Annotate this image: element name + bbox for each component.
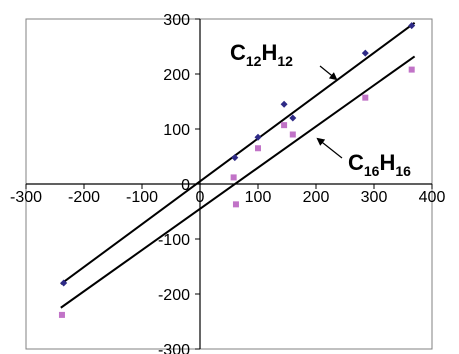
y-tick-label: -300 bbox=[158, 342, 190, 354]
data-point-square bbox=[281, 122, 288, 129]
data-point-square bbox=[232, 201, 239, 208]
x-tick-label: -300 bbox=[10, 189, 42, 206]
series-label-sub: 12 bbox=[246, 53, 262, 69]
annotation-arrow bbox=[319, 65, 338, 81]
data-point-diamond bbox=[254, 133, 262, 141]
data-point-square bbox=[362, 94, 369, 101]
y-tick-label: -100 bbox=[158, 232, 190, 249]
data-point-diamond bbox=[60, 279, 68, 287]
series-label-main: C bbox=[230, 40, 246, 65]
fit-line bbox=[60, 55, 416, 309]
y-tick-label: -200 bbox=[158, 287, 190, 304]
x-tick-label: 0 bbox=[196, 189, 205, 206]
data-point-diamond bbox=[361, 49, 369, 57]
series-label: C12H12 bbox=[230, 40, 293, 69]
data-point-square bbox=[289, 131, 296, 138]
data-point-diamond bbox=[408, 22, 416, 30]
x-tick-label: 300 bbox=[361, 189, 388, 206]
series-label-sub2: 12 bbox=[277, 53, 293, 69]
x-tick-label: -200 bbox=[68, 189, 100, 206]
axes bbox=[25, 18, 433, 350]
y-tick-label: 300 bbox=[163, 12, 190, 29]
y-tick-label: 0 bbox=[181, 177, 190, 194]
data-point-square bbox=[255, 145, 261, 152]
data-point-diamond bbox=[289, 114, 297, 122]
x-tick-label: 200 bbox=[303, 189, 330, 206]
data-point-diamond bbox=[231, 154, 239, 162]
series-label-main: C bbox=[348, 150, 364, 175]
series-label: C16H16 bbox=[348, 150, 411, 179]
x-tick-label: 100 bbox=[245, 189, 272, 206]
series-label-main2: H bbox=[379, 150, 395, 175]
y-tick-label: 100 bbox=[163, 122, 190, 139]
data-point-diamond bbox=[280, 100, 288, 108]
fit-line bbox=[60, 22, 416, 285]
data-points bbox=[58, 22, 416, 318]
data-point-square bbox=[408, 66, 415, 73]
x-tick-label: -100 bbox=[126, 189, 158, 206]
series-label-sub2: 16 bbox=[395, 163, 411, 179]
series-label-main2: H bbox=[261, 40, 277, 65]
data-point-square bbox=[58, 311, 65, 318]
data-point-square bbox=[230, 174, 237, 181]
tick-labels: -300 -200 -100 100 200 300 400 -300 -200 -100 0 100… bbox=[10, 12, 445, 354]
x-tick-label: 400 bbox=[419, 189, 446, 206]
y-tick-label: 200 bbox=[163, 67, 190, 84]
series-label-sub: 16 bbox=[364, 163, 380, 179]
annotation-arrow bbox=[316, 137, 343, 159]
fit-lines bbox=[60, 22, 416, 309]
